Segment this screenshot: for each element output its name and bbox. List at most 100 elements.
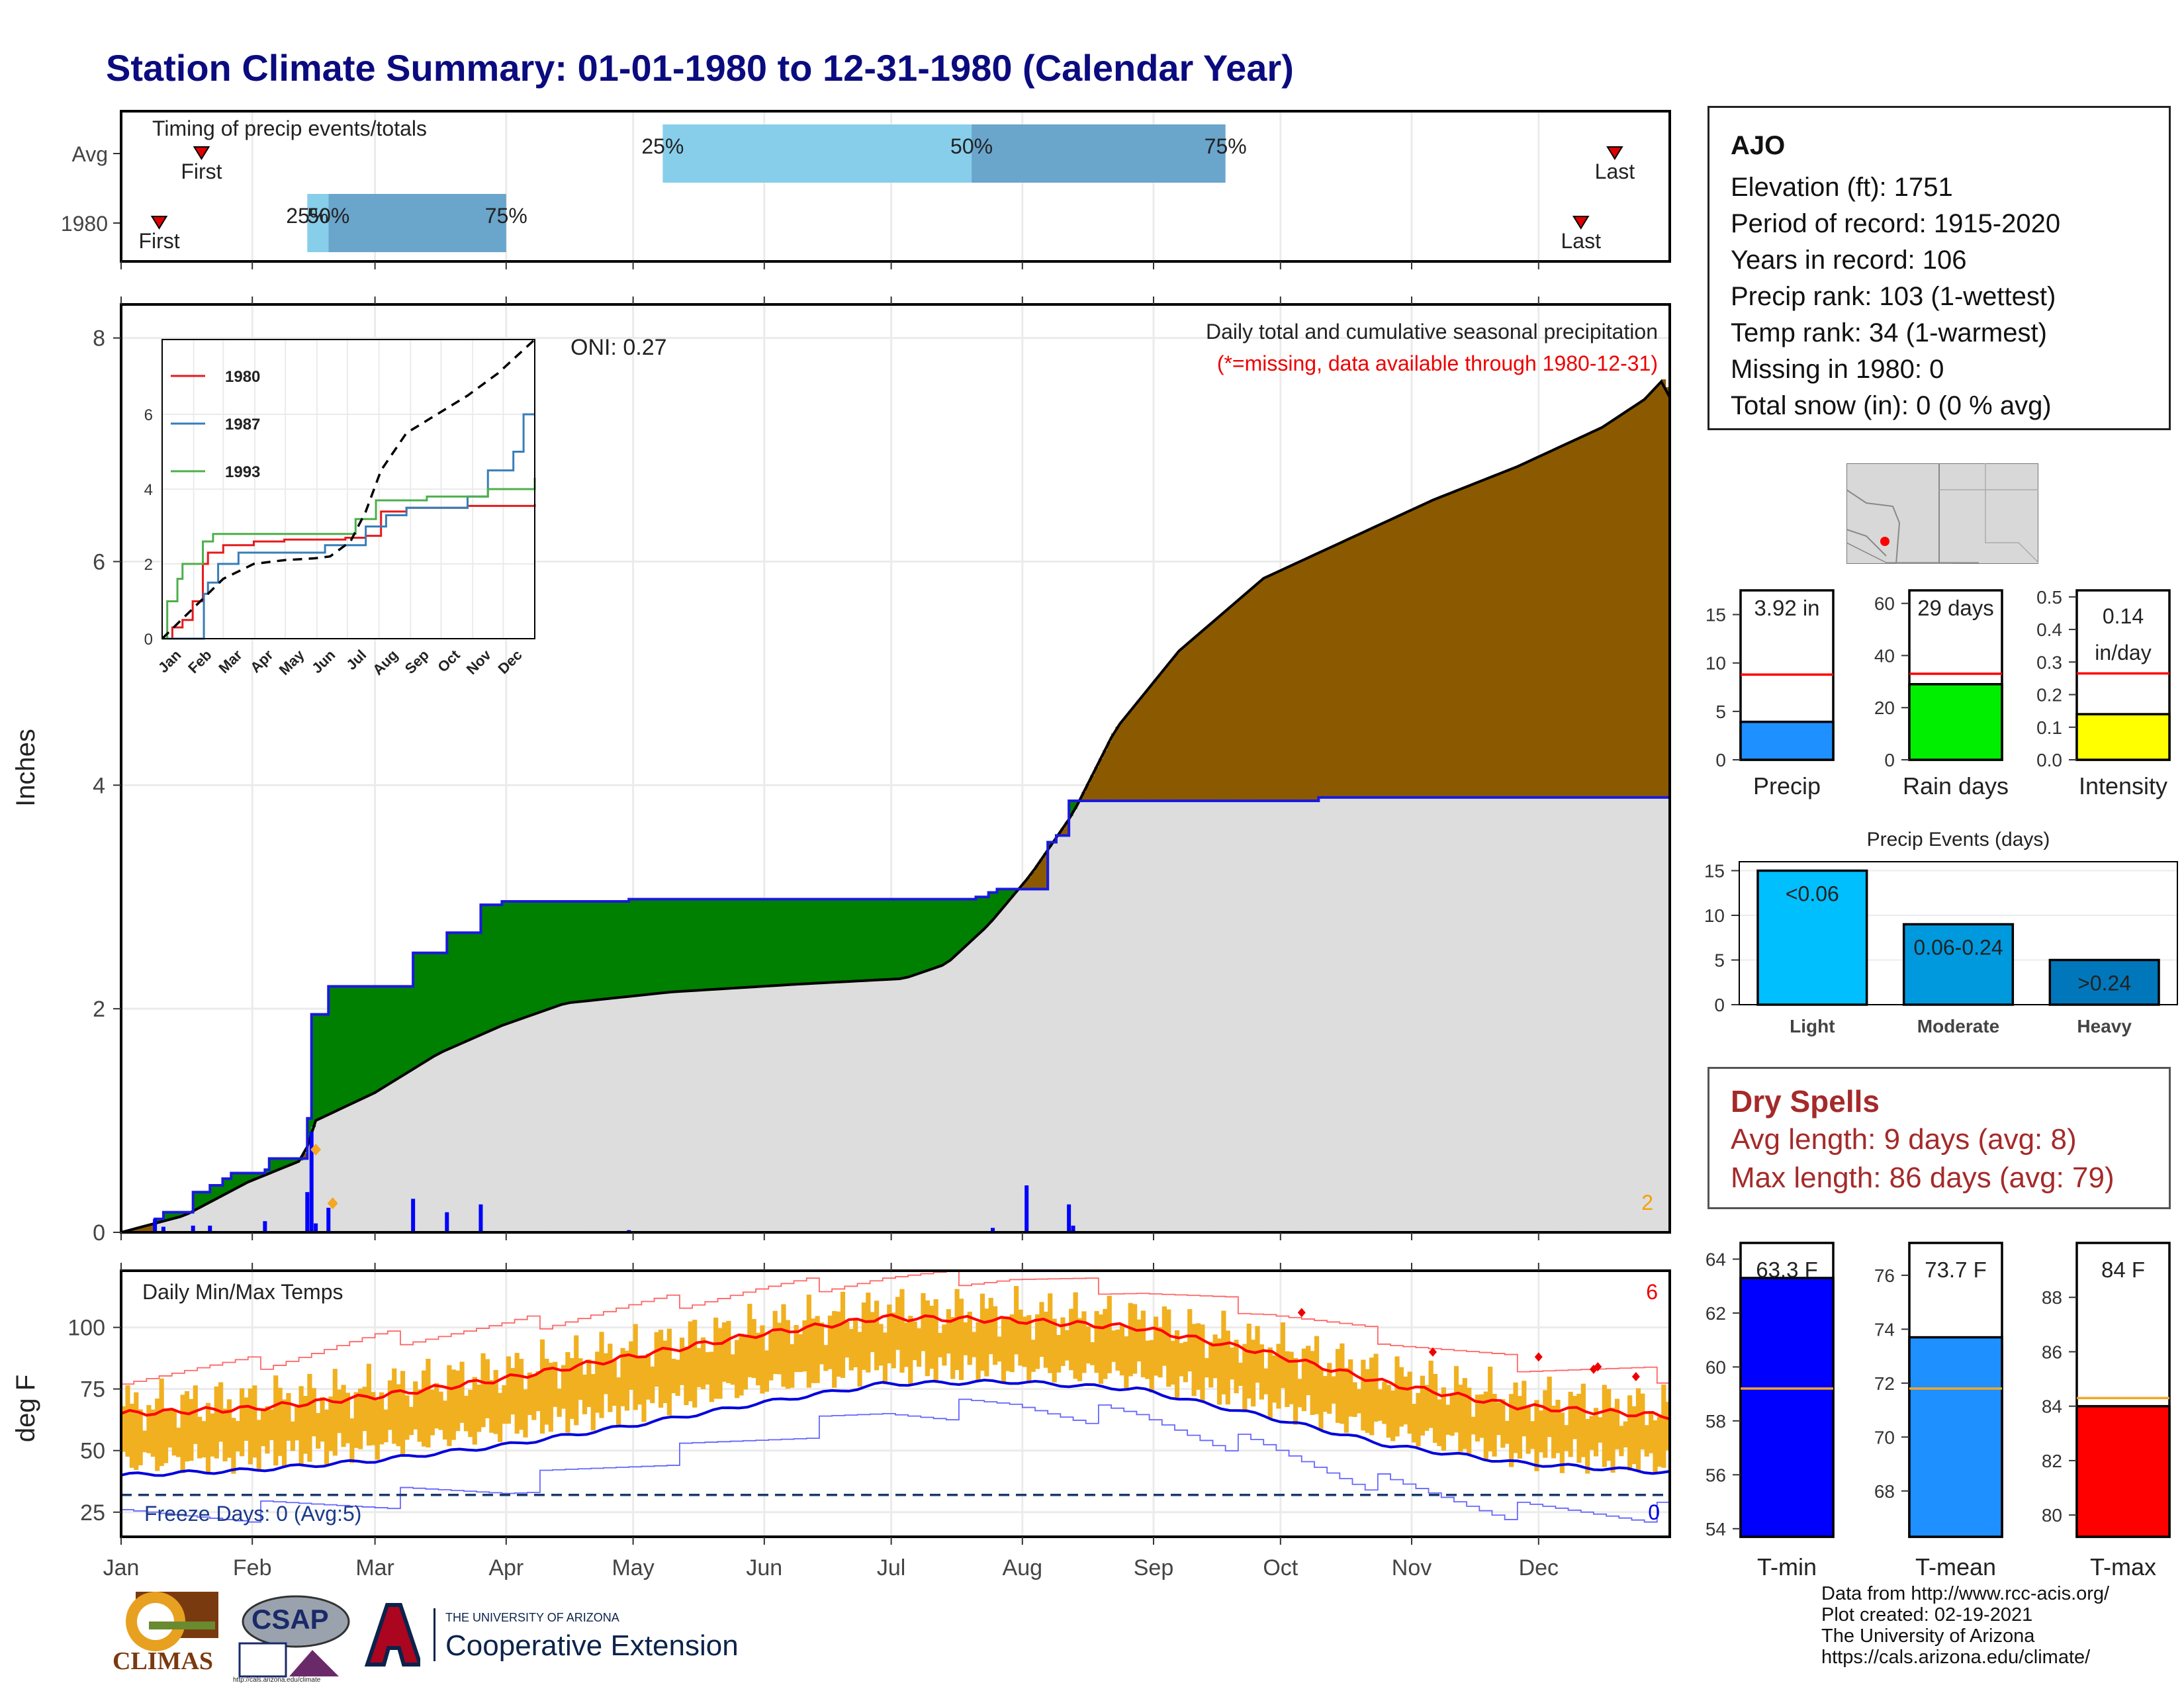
temp-daily-bar xyxy=(1010,1314,1015,1372)
precip-avg-fill xyxy=(222,1195,227,1232)
temp-daily-bar xyxy=(413,1381,418,1430)
temp-summary-1-y-tick-label: 70 xyxy=(1874,1427,1895,1447)
temp-daily-bar xyxy=(1255,1326,1259,1383)
precip-diff-fill xyxy=(1344,540,1349,798)
precip-events-category-label: Light xyxy=(1790,1016,1835,1036)
precip-summary-1-category-label: Rain days xyxy=(1903,772,2009,800)
precip-summary-2-y-tick-label: 0.2 xyxy=(2036,685,2062,706)
precip-diff-fill xyxy=(899,899,904,979)
precip-avg-fill xyxy=(358,1099,363,1232)
temp-daily-bar xyxy=(367,1364,371,1446)
precip-y-tick-label: 8 xyxy=(93,326,105,351)
precip-diff-fill xyxy=(1534,458,1539,798)
temp-daily-bar xyxy=(1602,1385,1607,1467)
precip-avg-fill xyxy=(286,1165,291,1232)
temp-daily-bar xyxy=(1297,1379,1302,1407)
temp-daily-bar xyxy=(633,1324,638,1410)
precip-avg-fill xyxy=(1293,801,1298,1232)
precip-diff-fill xyxy=(1399,515,1404,798)
precip-avg-fill xyxy=(1099,801,1103,1232)
precip-diff-fill xyxy=(760,899,764,987)
precip-diff-fill xyxy=(1467,486,1471,798)
precip-summary-0-bar xyxy=(1741,722,1833,760)
precip-avg-fill xyxy=(1631,798,1636,1232)
temp-daily-bar xyxy=(946,1309,951,1353)
precip-avg-fill xyxy=(362,1097,367,1232)
precip-avg-fill xyxy=(608,999,612,1232)
precip-events-bar-label: <0.06 xyxy=(1786,882,1839,906)
inset-legend-label: 1987 xyxy=(225,416,260,434)
precip-diff-fill xyxy=(976,897,980,935)
temp-daily-bar xyxy=(1390,1391,1395,1441)
temp-daily-bar xyxy=(291,1422,295,1451)
precip-diff-fill xyxy=(1390,519,1395,798)
precip-avg-fill xyxy=(561,1004,566,1232)
precip-avg-fill xyxy=(1205,801,1209,1232)
precip-diff-fill xyxy=(790,899,794,985)
precip-diff-fill xyxy=(1158,674,1162,801)
temp-daily-bar xyxy=(557,1389,562,1417)
temp-daily-bar xyxy=(222,1408,227,1461)
precip-summary-1-bar xyxy=(1909,684,2002,760)
precip-daily-bar xyxy=(411,1199,415,1232)
precip-avg-fill xyxy=(899,979,904,1232)
temp-daily-bar xyxy=(1590,1416,1594,1449)
temp-daily-bar xyxy=(1150,1340,1154,1393)
temp-daily-bar xyxy=(599,1332,604,1418)
precip-diff-fill xyxy=(1382,523,1387,798)
precip-avg-fill xyxy=(802,984,807,1232)
temp-daily-bar xyxy=(1103,1309,1107,1379)
precip-title: Daily total and cumulative seasonal prec… xyxy=(1206,320,1658,343)
precip-diff-fill xyxy=(731,899,735,988)
precip-diff-fill xyxy=(1484,479,1488,798)
precip-diff-fill xyxy=(388,986,392,1083)
dry-spells-avg: Avg length: 9 days (avg: 8) xyxy=(1731,1120,2148,1159)
precip-diff-fill xyxy=(1420,505,1425,798)
precip-diff-fill xyxy=(396,986,401,1078)
precip-diff-fill xyxy=(921,899,925,972)
precip-avg-fill xyxy=(1369,798,1374,1232)
precip-diff-fill xyxy=(1394,517,1399,798)
precip-avg-fill xyxy=(637,995,642,1232)
temp-daily-bar xyxy=(1136,1320,1141,1361)
precip-diff-fill xyxy=(641,899,646,995)
precip-diff-fill xyxy=(1509,469,1514,798)
precip-diff-fill xyxy=(942,899,946,965)
precip-diff-fill xyxy=(925,899,930,971)
temp-month-label: Mar xyxy=(355,1555,394,1580)
precip-avg-fill xyxy=(519,1019,523,1232)
precip-avg-fill xyxy=(1399,798,1404,1232)
precip-avg-fill xyxy=(354,1101,359,1232)
temp-summary-0-y-tick-label: 58 xyxy=(1706,1411,1726,1432)
precip-diff-fill xyxy=(570,901,574,1003)
temp-daily-bar xyxy=(735,1340,739,1398)
temp-daily-bar xyxy=(756,1333,760,1385)
temp-daily-bar xyxy=(278,1388,283,1456)
temp-daily-bar xyxy=(925,1301,930,1376)
temp-daily-bar xyxy=(1488,1367,1492,1451)
precip-avg-fill xyxy=(1610,798,1615,1232)
precip-diff-fill xyxy=(1226,610,1230,801)
precip-avg-fill xyxy=(197,1208,202,1232)
temp-daily-bar xyxy=(591,1374,596,1430)
temp-y-tick-label: 50 xyxy=(80,1439,105,1464)
temp-daily-bar xyxy=(455,1371,460,1431)
temp-daily-bar xyxy=(1513,1383,1518,1453)
temp-daily-bar xyxy=(1175,1330,1179,1398)
precip-avg-fill xyxy=(1454,798,1459,1232)
precip-avg-fill xyxy=(836,982,841,1232)
precip-daily-bar xyxy=(445,1212,449,1232)
precip-avg-fill xyxy=(510,1022,515,1232)
precip-diff-fill xyxy=(768,899,773,986)
precip-diff-fill xyxy=(1289,566,1294,801)
precip-avg-fill xyxy=(705,989,709,1232)
temp-daily-bar xyxy=(1606,1389,1611,1461)
precip-avg-fill xyxy=(1441,798,1446,1232)
precip-diff-fill xyxy=(473,933,477,1037)
precip-avg-fill xyxy=(1005,902,1010,1232)
precip-avg-fill xyxy=(185,1214,189,1232)
temp-daily-bar xyxy=(392,1369,396,1444)
temp-daily-bar xyxy=(1450,1394,1455,1436)
precip-avg-fill xyxy=(1276,801,1281,1232)
timing-label-50: 50% xyxy=(950,134,993,158)
